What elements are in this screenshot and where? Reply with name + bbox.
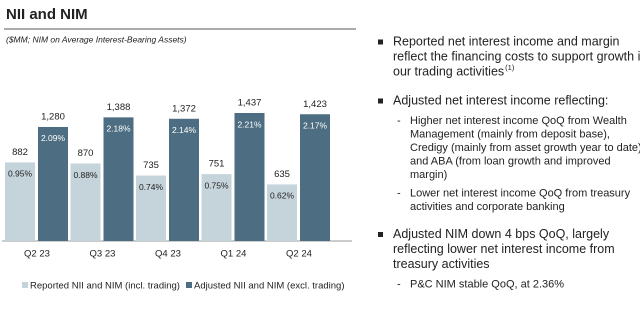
note-line: our trading activities xyxy=(393,64,504,78)
value-label: 1,280 xyxy=(41,112,65,123)
note-line: Adjusted net interest income reflecting: xyxy=(393,93,608,107)
x-tick-label: Q3 23 xyxy=(90,249,116,260)
nim-label: 2.21% xyxy=(237,119,262,129)
legend-label: Reported NII and NIM (incl. trading) xyxy=(30,281,180,292)
note-line: reflect the financing costs to support g… xyxy=(393,49,640,63)
sub-line: Higher net interest income QoQ from Weal… xyxy=(410,115,627,127)
bar xyxy=(169,118,199,241)
bullet xyxy=(378,98,383,104)
bar xyxy=(267,184,297,241)
nim-label: 0.88% xyxy=(73,170,98,180)
sub-dash: - xyxy=(397,115,401,127)
bar xyxy=(103,117,134,241)
note-line: treasury activities xyxy=(393,257,490,271)
x-tick-label: Q2 24 xyxy=(286,249,312,260)
legend-swatch xyxy=(22,282,28,288)
bar xyxy=(201,174,232,241)
nim-label: 0.75% xyxy=(204,180,229,190)
note-line: Adjusted NIM down 4 bps QoQ, largely xyxy=(393,227,610,241)
note-line: reflecting lower net interest income fro… xyxy=(393,242,615,256)
nim-label: 0.62% xyxy=(270,191,295,201)
value-label: 1,423 xyxy=(303,99,327,110)
bar xyxy=(136,175,166,241)
x-tick-label: Q2 23 xyxy=(24,249,50,260)
chart-subtitle: ($MM; NIM on Average Interest-Bearing As… xyxy=(6,34,187,44)
sub-line: Management (mainly from deposit base), xyxy=(410,128,610,140)
chart-title: NII and NIM xyxy=(6,6,88,23)
x-tick-label: Q1 24 xyxy=(221,249,247,260)
sub-line: activities and corporate banking xyxy=(410,201,565,213)
value-label: 735 xyxy=(143,160,159,171)
value-label: 1,372 xyxy=(172,103,196,114)
value-label: 635 xyxy=(274,169,290,180)
nim-label: 0.74% xyxy=(139,182,164,192)
legend-label: Adjusted NII and NIM (excl. trading) xyxy=(194,281,344,292)
bullet xyxy=(378,39,383,45)
value-label: 751 xyxy=(209,159,225,170)
nim-label: 2.09% xyxy=(41,133,66,143)
sub-line: margin) xyxy=(410,169,447,181)
sub-line: Credigy (mainly from asset growth year t… xyxy=(410,142,640,154)
sub-line: and ABA (from loan growth and improved xyxy=(410,155,611,167)
legend-swatch xyxy=(186,282,192,288)
bar xyxy=(70,163,101,241)
note-superscript: (1) xyxy=(505,63,515,72)
bar xyxy=(234,113,265,241)
bar xyxy=(300,114,330,241)
nim-label: 2.17% xyxy=(303,120,328,130)
bar xyxy=(5,162,35,241)
value-label: 882 xyxy=(12,147,28,158)
value-label: 1,388 xyxy=(107,102,131,113)
nim-label: 2.18% xyxy=(106,124,131,134)
bar xyxy=(38,126,68,241)
bullet xyxy=(378,232,383,237)
value-label: 1,437 xyxy=(238,98,262,109)
note-line: Reported net interest income and margin xyxy=(393,34,620,48)
sub-line: P&C NIM stable QoQ, at 2.36% xyxy=(410,278,564,290)
nim-label: 2.14% xyxy=(172,125,197,135)
value-label: 870 xyxy=(78,148,94,159)
nim-label: 0.95% xyxy=(8,169,33,179)
x-tick-label: Q4 23 xyxy=(155,249,181,260)
sub-line: Lower net interest income QoQ from treas… xyxy=(410,187,631,199)
sub-dash: - xyxy=(397,278,401,290)
sub-dash: - xyxy=(397,187,401,199)
